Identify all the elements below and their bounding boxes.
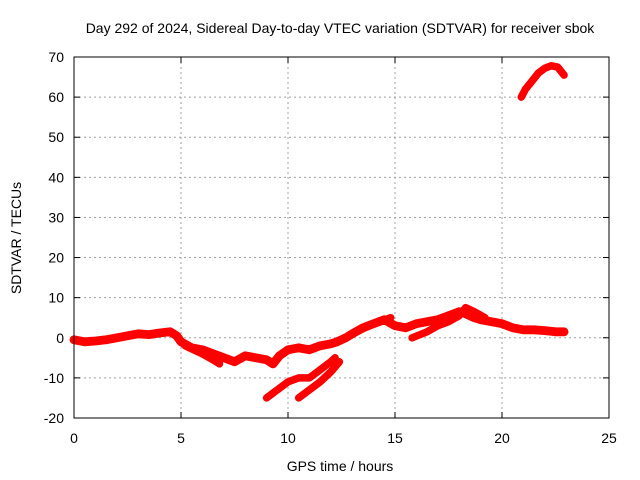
axis-ticks: 0 5 10 15 20 25 -20 -10 0 10 20 30 40 50 60 70 — [44, 49, 617, 446]
y-tick-label: 10 — [48, 290, 64, 306]
data-series — [69, 62, 569, 402]
y-tick-label: 0 — [56, 330, 64, 346]
series-upper-band-2 — [408, 303, 489, 342]
chart-title: Day 292 of 2024, Sidereal Day-to-day VTE… — [86, 20, 596, 36]
series-lower-arc-3 — [294, 358, 344, 402]
y-axis-label: SDTVAR / TECUs — [8, 182, 24, 294]
x-axis-label: GPS time / hours — [287, 458, 394, 474]
series-lower-arc-2 — [262, 354, 339, 402]
y-tick-label: 40 — [48, 169, 64, 185]
x-tick-label: 15 — [387, 430, 403, 446]
y-tick-label: 30 — [48, 209, 64, 225]
series-upper-band-1 — [352, 313, 395, 336]
y-tick-label: 50 — [48, 129, 64, 145]
x-tick-label: 10 — [280, 430, 296, 446]
y-tick-label: 60 — [48, 89, 64, 105]
y-tick-label: 20 — [48, 250, 64, 266]
plot-frame — [73, 56, 610, 419]
x-tick-label: 0 — [70, 430, 78, 446]
x-tick-label: 5 — [177, 430, 185, 446]
series-lower-arc-1 — [181, 342, 224, 368]
x-tick-label: 20 — [494, 430, 510, 446]
series-main-band — [69, 307, 569, 369]
y-tick-label: 70 — [48, 49, 64, 65]
x-tick-label: 25 — [601, 430, 617, 446]
series-high-arc — [517, 62, 568, 101]
y-tick-label: -20 — [44, 410, 64, 426]
y-tick-label: -10 — [44, 370, 64, 386]
